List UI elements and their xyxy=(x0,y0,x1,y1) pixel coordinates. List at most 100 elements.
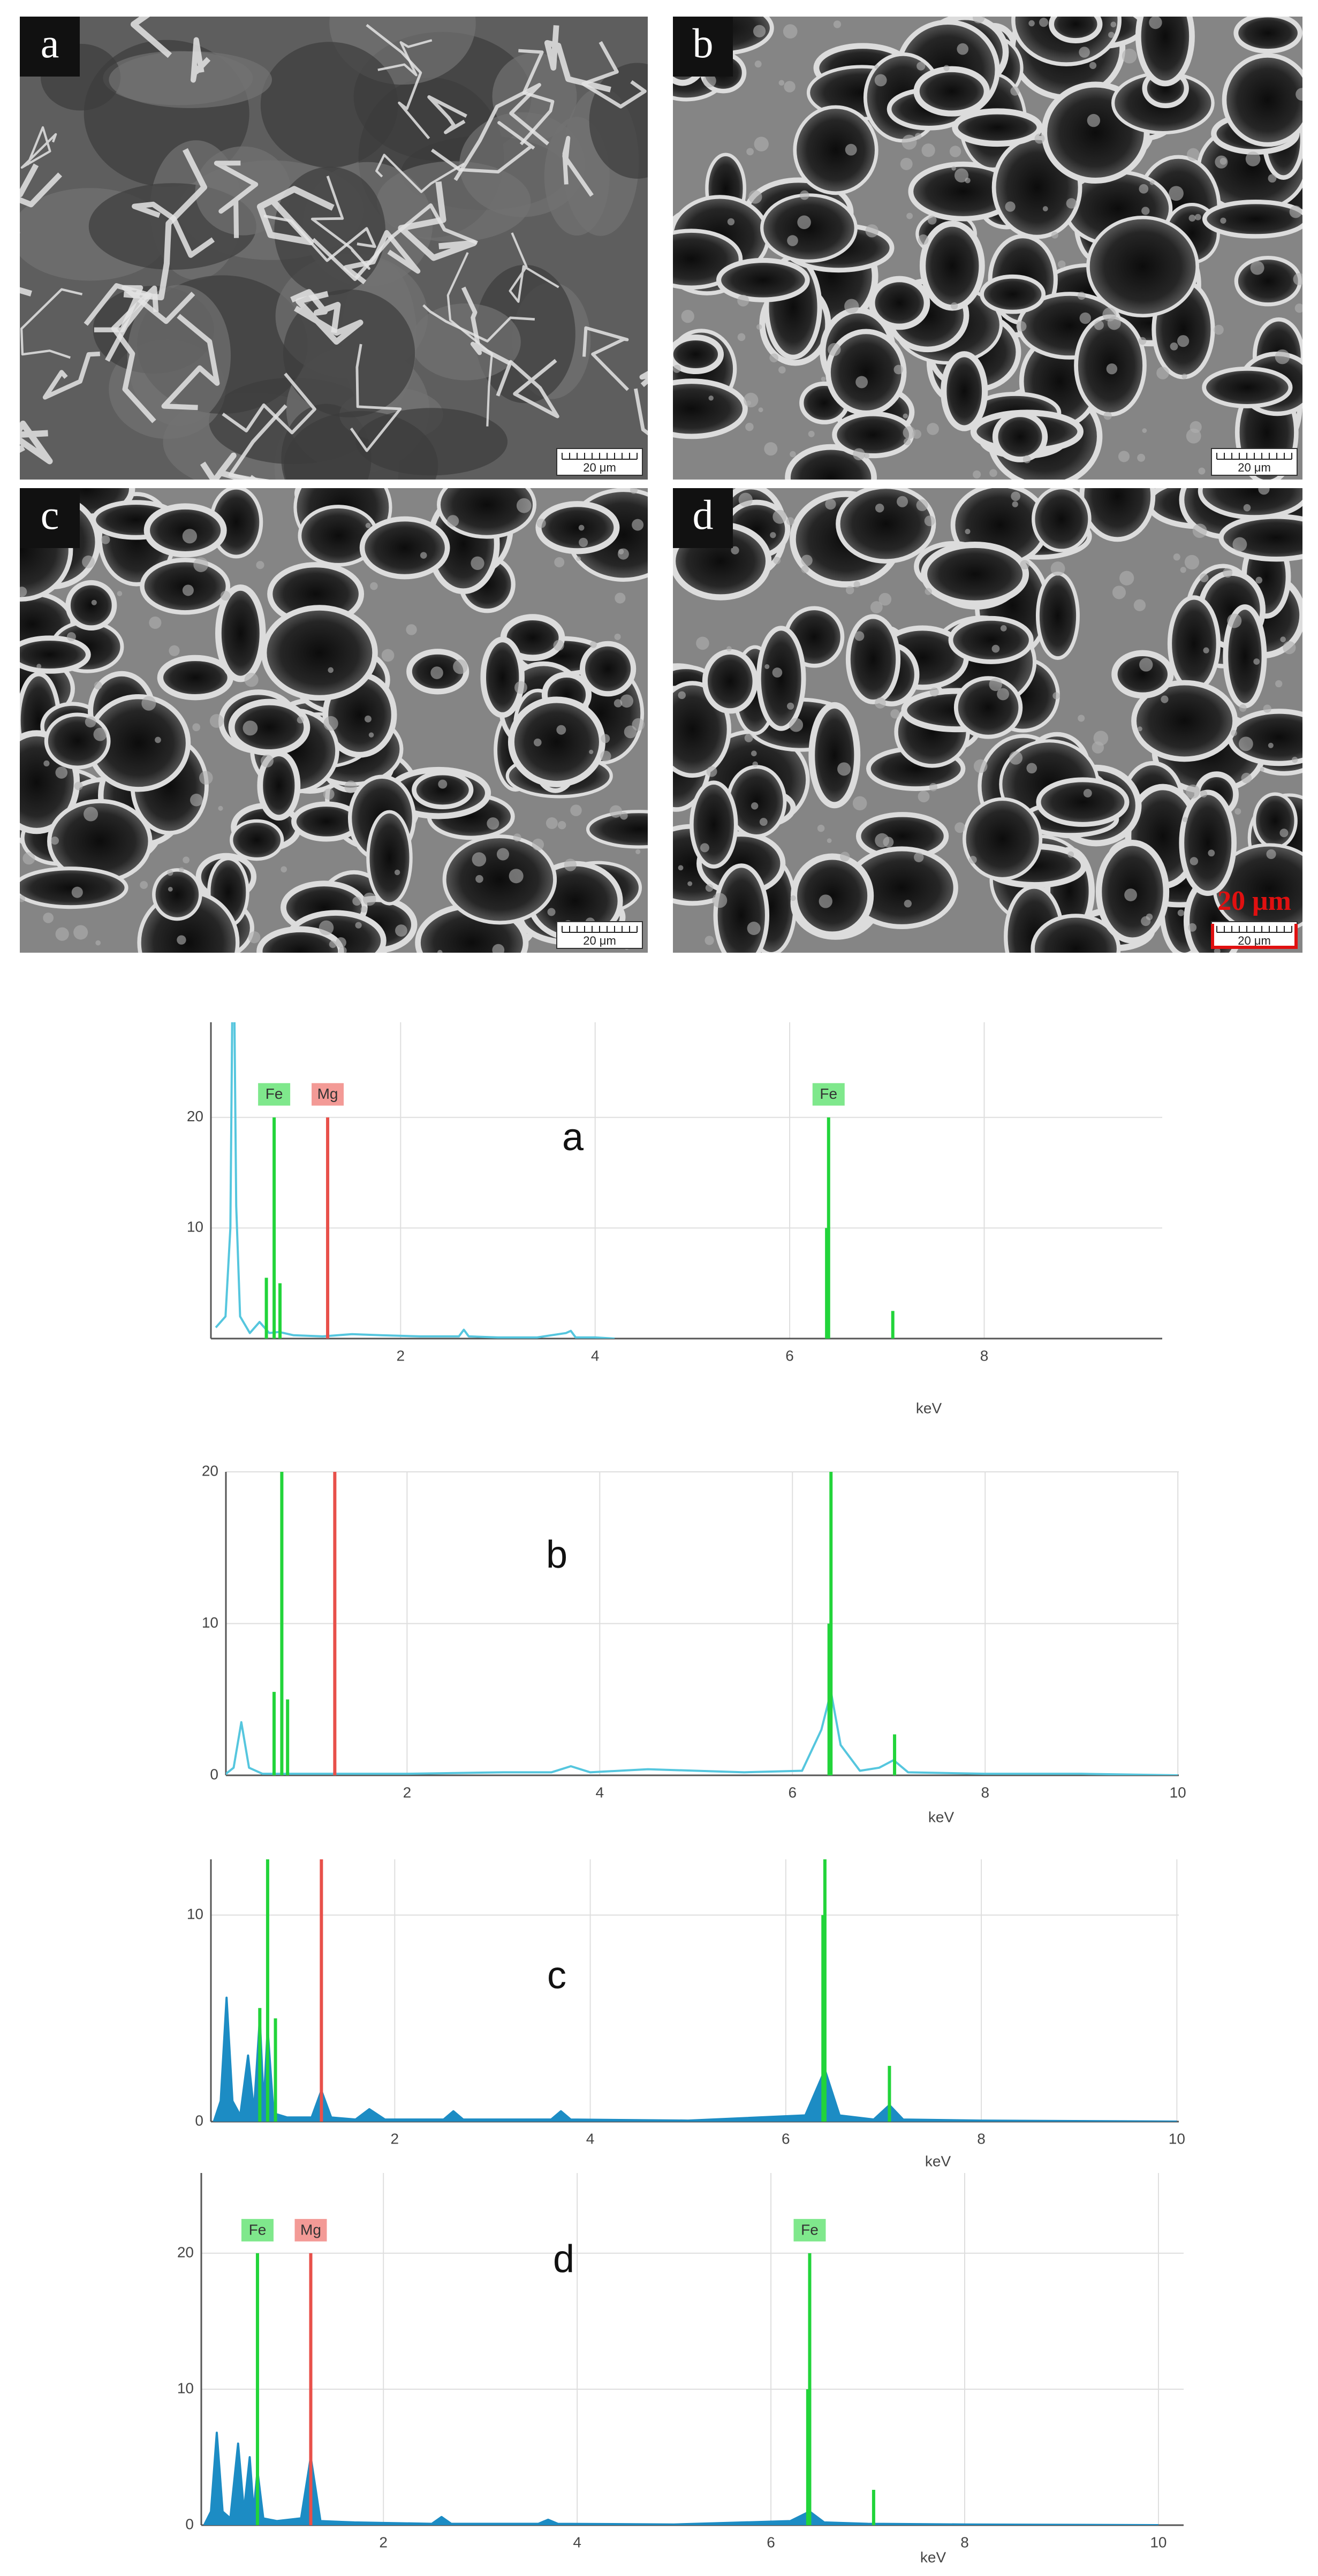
grain xyxy=(904,900,912,908)
grain xyxy=(335,937,346,948)
grain xyxy=(406,624,417,635)
grain xyxy=(554,557,565,567)
grain xyxy=(1239,704,1247,712)
pore xyxy=(20,635,91,674)
grain xyxy=(1275,680,1283,688)
grain xyxy=(513,833,521,842)
y-tick-label: 20 xyxy=(177,2244,194,2260)
grain xyxy=(536,519,546,528)
grain xyxy=(438,779,448,789)
ridge xyxy=(123,148,207,301)
scale-bar-label: 20 μm xyxy=(583,934,616,947)
grain xyxy=(564,858,577,871)
grain xyxy=(1198,467,1206,475)
grain xyxy=(1268,174,1277,183)
panel-label: b xyxy=(693,20,714,66)
grain xyxy=(681,309,694,323)
grain xyxy=(1194,214,1201,221)
x-tick-label: 2 xyxy=(403,1784,412,1800)
grain xyxy=(700,843,709,853)
grain xyxy=(487,817,499,830)
texture xyxy=(20,488,648,953)
pore xyxy=(230,819,284,861)
pore xyxy=(152,868,202,921)
x-tick-label: 6 xyxy=(788,1784,797,1800)
sem-image: a 20 μm xyxy=(20,17,648,480)
pore xyxy=(919,221,985,311)
pore xyxy=(437,488,537,539)
ridge xyxy=(190,37,211,83)
grain xyxy=(556,725,566,735)
pore xyxy=(921,541,1029,607)
panel-label: c xyxy=(41,491,59,538)
grain xyxy=(989,678,1002,692)
grain xyxy=(1275,349,1290,364)
grain xyxy=(381,649,395,662)
grain xyxy=(1133,599,1146,612)
pore xyxy=(215,584,266,682)
grain xyxy=(1026,763,1037,774)
panel-label: d xyxy=(693,491,714,538)
grain xyxy=(1083,789,1092,797)
spectrum-chart: 10 20 2 4 6 8 keV a Fe Mg Fe xyxy=(187,1022,1162,1416)
grain xyxy=(533,738,542,747)
panel-label-box xyxy=(673,17,733,77)
pore xyxy=(1179,789,1237,896)
ridge xyxy=(496,359,559,419)
pore xyxy=(791,853,874,938)
grain xyxy=(1283,641,1296,655)
ridge xyxy=(312,203,478,282)
grain xyxy=(853,448,865,461)
spectrum-chart: 0 10 2 4 6 8 10 keV c xyxy=(187,1859,1185,2169)
grain xyxy=(22,852,35,865)
grain xyxy=(365,715,372,723)
pore xyxy=(760,193,858,263)
grain xyxy=(344,780,357,794)
pore xyxy=(868,276,930,330)
grain xyxy=(927,423,939,435)
grain xyxy=(167,870,173,876)
grain xyxy=(1057,260,1066,269)
grain xyxy=(854,631,865,641)
x-tick-label: 10 xyxy=(1170,1784,1186,1800)
ridge xyxy=(544,25,611,93)
grain xyxy=(1110,21,1117,28)
texture xyxy=(673,17,1302,480)
pore xyxy=(1049,17,1103,43)
pore xyxy=(1031,914,1121,953)
peak-label-box xyxy=(793,2218,826,2241)
ridge xyxy=(20,126,57,169)
grain xyxy=(773,557,781,565)
grain xyxy=(874,64,879,69)
grain xyxy=(801,554,813,566)
y-tick-label: 10 xyxy=(202,1614,218,1631)
grain xyxy=(91,599,97,605)
grain xyxy=(789,718,804,732)
peak-label-box xyxy=(812,1083,845,1106)
grain xyxy=(475,875,483,883)
grain xyxy=(256,561,264,569)
grain xyxy=(918,791,930,803)
spectrum-chart: 0 10 20 2 4 6 8 10 keV d Fe Mg Fe xyxy=(177,2173,1184,2565)
grain xyxy=(360,906,368,913)
grain xyxy=(168,886,173,892)
grain xyxy=(1266,849,1276,860)
grain xyxy=(787,702,794,710)
grain xyxy=(620,811,628,820)
grain xyxy=(949,146,961,157)
pore xyxy=(845,614,901,704)
grain xyxy=(746,148,754,156)
sem-image: b 20 μm xyxy=(673,17,1302,480)
pore xyxy=(1086,216,1199,318)
grain xyxy=(244,673,259,687)
grain xyxy=(1296,88,1302,101)
grain xyxy=(927,216,937,225)
ridge xyxy=(20,163,63,208)
grain xyxy=(790,451,796,458)
panel-label: a xyxy=(41,20,59,66)
grain xyxy=(758,407,763,413)
ridge xyxy=(422,304,535,343)
pore xyxy=(1198,488,1302,520)
grain xyxy=(875,503,884,513)
grain xyxy=(764,442,778,456)
